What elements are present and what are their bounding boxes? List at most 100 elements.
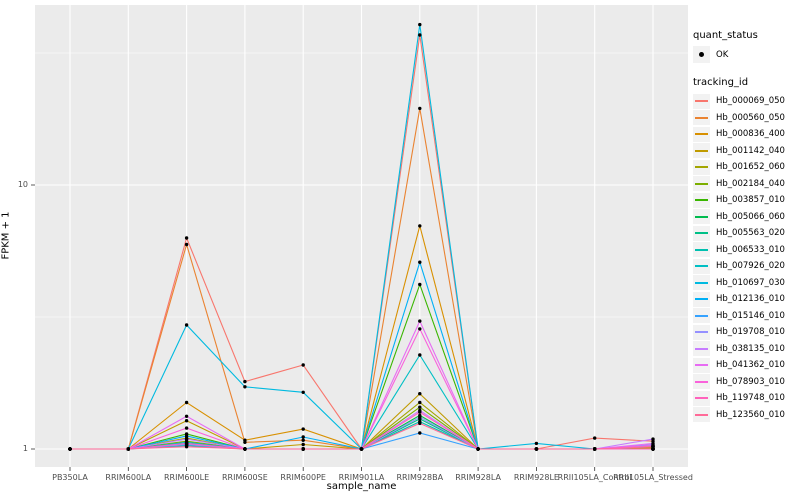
legend-key-line-icon	[695, 331, 708, 334]
legend-item: Hb_012136_010	[693, 291, 799, 308]
legend-key-line-icon	[695, 347, 708, 350]
data-point	[418, 327, 422, 331]
data-point	[359, 447, 364, 451]
data-point	[418, 260, 422, 264]
data-point	[301, 390, 305, 394]
x-tick-label: RRIM928BA	[396, 473, 444, 482]
ok-point-icon	[699, 52, 704, 57]
data-point	[184, 236, 189, 240]
y-tick-label: 10	[17, 180, 28, 189]
data-point	[243, 379, 247, 384]
data-point	[184, 419, 189, 423]
legend-item: Hb_003857_010	[693, 192, 799, 209]
data-point	[184, 434, 189, 438]
legend-item-label: Hb_012136_010	[716, 294, 785, 305]
data-point	[418, 415, 422, 419]
data-point	[418, 431, 422, 435]
data-points	[68, 22, 655, 451]
legend-key-line-icon	[695, 248, 708, 251]
data-point	[184, 242, 189, 247]
legend-key-line-icon	[695, 298, 708, 301]
legend-key-box	[693, 258, 710, 274]
legend-key-box	[693, 93, 710, 109]
x-tick-label: PB350LA	[52, 473, 88, 482]
data-point	[418, 392, 422, 396]
data-point	[418, 282, 422, 287]
data-point	[418, 400, 422, 405]
legend-item-label: Hb_003857_010	[716, 195, 785, 206]
data-point	[418, 410, 422, 414]
x-tick-label: RRIM600LE	[163, 473, 210, 482]
legend-item-label: Hb_007926_020	[716, 261, 785, 272]
legend-item-label: Hb_119748_010	[716, 393, 785, 404]
data-point	[184, 441, 189, 446]
legend-item-label: Hb_015146_010	[716, 310, 785, 321]
legend-item: Hb_000069_050	[693, 93, 799, 110]
x-axis-title: sample_name	[326, 481, 397, 492]
data-point	[184, 414, 189, 418]
axis-ticks	[31, 184, 654, 471]
legend-item-label: Hb_001652_060	[716, 162, 785, 173]
legend-key-line-icon	[695, 397, 708, 400]
legend-key-line-icon	[695, 133, 708, 136]
data-point	[418, 22, 422, 27]
legend-key-line-icon	[695, 281, 708, 284]
x-tick-label: RRIM928LA	[455, 473, 501, 482]
data-point	[418, 106, 422, 111]
legend-key-line-icon	[695, 149, 708, 152]
data-point	[301, 447, 305, 451]
legend-item: Hb_002184_040	[693, 176, 799, 193]
x-tick-label: RRII105LA_Control	[557, 473, 632, 482]
legend: quant_status OK tracking_id Hb_000069_05…	[693, 30, 799, 423]
x-tick-label: RRIM600LA	[105, 473, 152, 482]
data-point	[301, 438, 305, 442]
legend-item: Hb_010697_030	[693, 275, 799, 292]
x-tick-label: RRIM600PE	[280, 473, 326, 482]
legend-item: Hb_019708_010	[693, 324, 799, 341]
legend-key-box	[693, 159, 710, 175]
legend-key-box	[693, 225, 710, 241]
data-point	[593, 436, 597, 440]
legend-item: Hb_078903_010	[693, 374, 799, 391]
x-tick-label: RRII105LA_Stressed	[613, 473, 693, 482]
data-point	[418, 353, 422, 357]
data-point	[126, 447, 130, 451]
data-point	[301, 435, 305, 439]
data-point	[243, 438, 247, 442]
legend-key-line-icon	[695, 182, 708, 185]
legend-item: Hb_005066_060	[693, 209, 799, 226]
data-point	[534, 441, 539, 446]
legend-item-label: Hb_123560_010	[716, 409, 785, 420]
data-point	[184, 400, 189, 405]
legend-item-ok: OK	[693, 46, 799, 63]
legend-title-quant-status: quant_status	[693, 30, 758, 41]
legend-item: Hb_005563_020	[693, 225, 799, 242]
legend-key-line-icon	[695, 166, 708, 169]
x-tick-label: RRIM901LA	[338, 473, 385, 482]
legend-item: Hb_001142_040	[693, 143, 799, 160]
data-point	[651, 437, 655, 441]
legend-item-label: Hb_019708_010	[716, 327, 785, 338]
legend-item-label: Hb_010697_030	[716, 277, 785, 288]
legend-key-line-icon	[695, 380, 708, 383]
legend-item-label: Hb_000069_050	[716, 96, 785, 107]
data-point	[301, 427, 305, 431]
legend-item-label: Hb_005066_060	[716, 211, 785, 222]
data-point	[301, 363, 305, 367]
legend-item-label: Hb_002184_040	[716, 178, 785, 189]
legend-section-quant-status: quant_status OK	[693, 30, 799, 63]
legend-item-label: Hb_038135_010	[716, 343, 785, 354]
data-point	[418, 319, 422, 323]
legend-item-label: Hb_006533_010	[716, 244, 785, 255]
legend-key-box	[693, 308, 710, 324]
legend-key-box	[693, 126, 710, 142]
legend-key-box	[693, 275, 710, 291]
data-point	[301, 442, 305, 447]
legend-title-tracking-id: tracking_id	[693, 77, 749, 88]
legend-key-box	[693, 357, 710, 373]
legend-key-line-icon	[695, 100, 708, 103]
legend-key-box	[693, 209, 710, 225]
legend-item: Hb_006533_010	[693, 242, 799, 259]
data-point	[476, 447, 480, 451]
legend-key-box	[693, 291, 710, 307]
